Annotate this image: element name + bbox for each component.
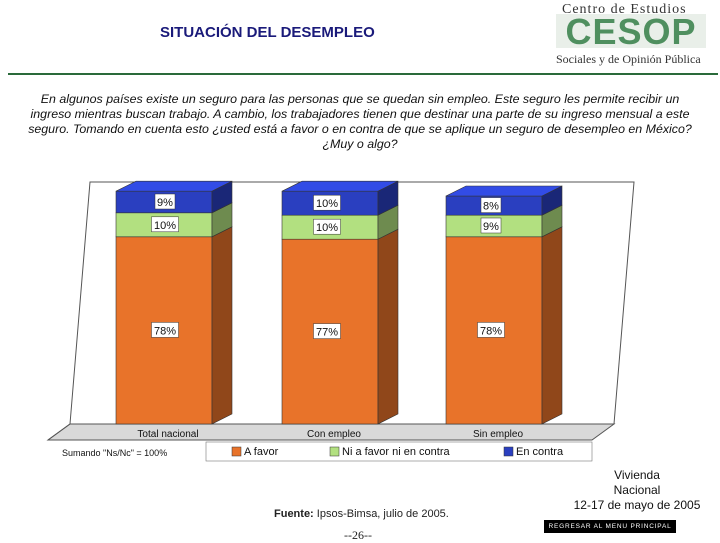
legend-swatch-2 [329,446,340,457]
page-number: --26-- [344,528,372,542]
survey-line-3: 12-17 de mayo de 2005 [573,498,701,512]
logo-word-text: CESOP [565,14,696,48]
data-label-1-1: 78% [154,325,176,337]
data-label-box-3-3 [480,197,502,213]
category-label-3: Sin empleo [473,429,523,440]
survey-line-1: Vivienda [614,468,660,482]
survey-question: En algunos países existe un seguro para … [28,92,692,151]
data-label-box-2-3 [480,217,502,234]
legend-swatch-3 [503,446,514,457]
data-label-box-3-2 [313,194,341,211]
data-label-1-3: 78% [480,325,502,337]
source-line: Fuente: Ipsos-Bimsa, julio de 2005. [274,508,449,520]
data-label-box-2-2 [313,218,341,235]
legend-label-2: Ni a favor ni en contra [342,446,450,458]
category-label-2: Con empleo [307,429,361,440]
bar-side-1-cat-3 [541,226,563,425]
sum-note: Sumando "Ns/Nc" = 100% [62,448,168,458]
survey-info: Vivienda Nacional 12-17 de mayo de 2005 [572,468,702,513]
bar-side-1-cat-1 [211,226,233,425]
logo-bottom-text: Sociales y de Opinión Pública [556,52,701,66]
survey-line-2: Nacional [613,483,661,497]
legend-label-3: En contra [516,446,564,458]
legend-box [205,441,593,462]
data-label-box-1-2 [313,323,341,339]
bar-side-1-cat-2 [377,228,399,425]
data-label-box-1-1 [151,322,179,338]
cesop-logo: Centro de Estudios CESOP Sociales y de O… [556,2,716,72]
legend-swatch-1 [231,446,242,457]
logo-top-text: Centro de Estudios [562,2,687,17]
data-label-2-1: 10% [154,220,176,232]
bar-top-cat-3 [445,185,563,197]
bar-top-cat-2 [281,180,399,192]
data-label-2-3: 9% [483,221,499,233]
logo-wordmark: CESOP [556,14,706,48]
source-text: Ipsos-Bimsa, julio de 2005. [313,508,449,520]
return-main-menu-button[interactable]: REGRESAR AL MENU PRINCIPAL [544,520,676,533]
data-label-box-1-3 [477,322,505,338]
data-label-box-2-1 [151,216,179,233]
data-label-3-2: 10% [316,198,338,210]
header-divider [8,73,718,75]
data-label-2-2: 10% [316,222,338,234]
data-label-3-3: 8% [483,201,499,213]
category-label-1: Total nacional [137,429,198,440]
source-label: Fuente: [274,508,314,520]
data-label-box-3-1 [154,193,176,210]
legend-label-1: A favor [244,446,279,458]
data-label-3-1: 9% [157,197,173,209]
plot-floor-edge [47,423,71,441]
page-title: SITUACIÓN DEL DESEMPLEO [160,24,375,41]
data-label-1-2: 77% [316,327,338,339]
bar-top-cat-1 [115,180,233,192]
